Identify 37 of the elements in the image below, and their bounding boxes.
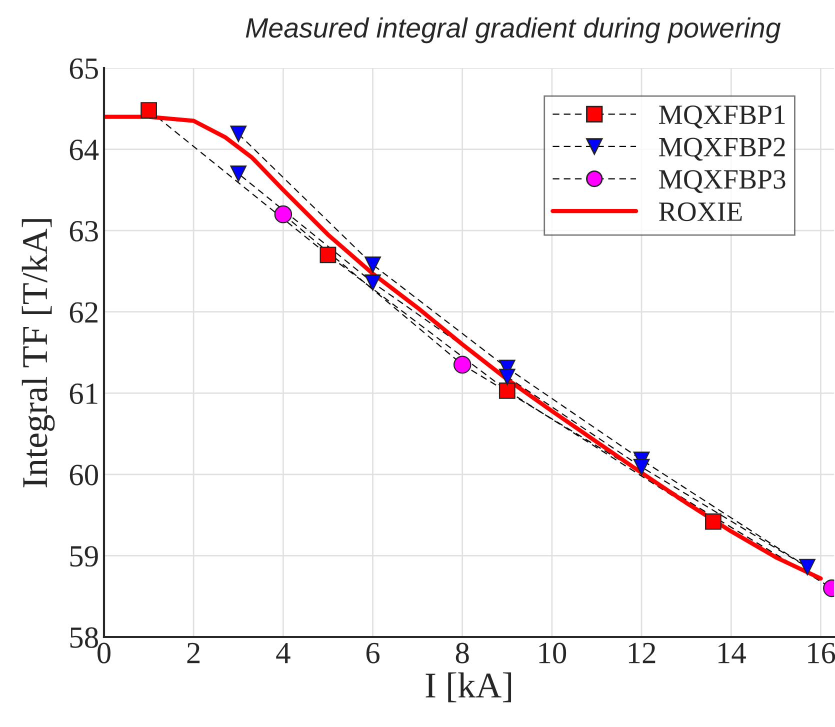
point	[453, 356, 472, 374]
legend-label: MQXFBP3	[659, 170, 786, 194]
point	[364, 256, 381, 273]
legend-label: MQXFBP1	[659, 106, 785, 128]
point	[705, 513, 722, 530]
x-tick-label: 4	[276, 642, 290, 664]
point	[230, 126, 247, 142]
x-tick-label: 2	[187, 642, 200, 664]
y-tick-label: 60	[70, 464, 98, 486]
point	[230, 165, 247, 182]
y-axis-title: Integral TF [T/kA]	[22, 219, 55, 488]
x-tick-label: 8	[456, 642, 469, 664]
x-tick-label: 16	[808, 642, 835, 664]
chart-title: Measured integral gradient during powering	[246, 17, 781, 44]
y-tick-label: 63	[70, 220, 98, 242]
x-axis-title: I [kA]	[426, 672, 512, 702]
point	[498, 382, 516, 399]
legend-label: ROXIE	[659, 202, 742, 222]
x-tick-label: 14	[718, 642, 746, 664]
point	[274, 205, 292, 224]
point	[140, 102, 157, 118]
x-tick-label: 0	[98, 642, 110, 664]
y-tick-label: 65	[70, 58, 98, 79]
y-tick-label: 59	[70, 546, 98, 567]
point	[364, 274, 381, 291]
y-tick-label: 61	[70, 384, 98, 404]
point	[633, 458, 650, 476]
point	[799, 558, 816, 576]
y-tick-label: 58	[70, 627, 98, 648]
x-tick-label: 6	[366, 642, 380, 664]
x-tick-label: 12	[628, 642, 656, 664]
y-tick-label: 64	[70, 140, 99, 160]
y-tick-label: 62	[70, 302, 98, 323]
point	[320, 246, 336, 264]
legend-label: MQXFBP2	[659, 138, 785, 161]
point	[498, 368, 516, 386]
x-tick-label: 10	[539, 642, 566, 664]
